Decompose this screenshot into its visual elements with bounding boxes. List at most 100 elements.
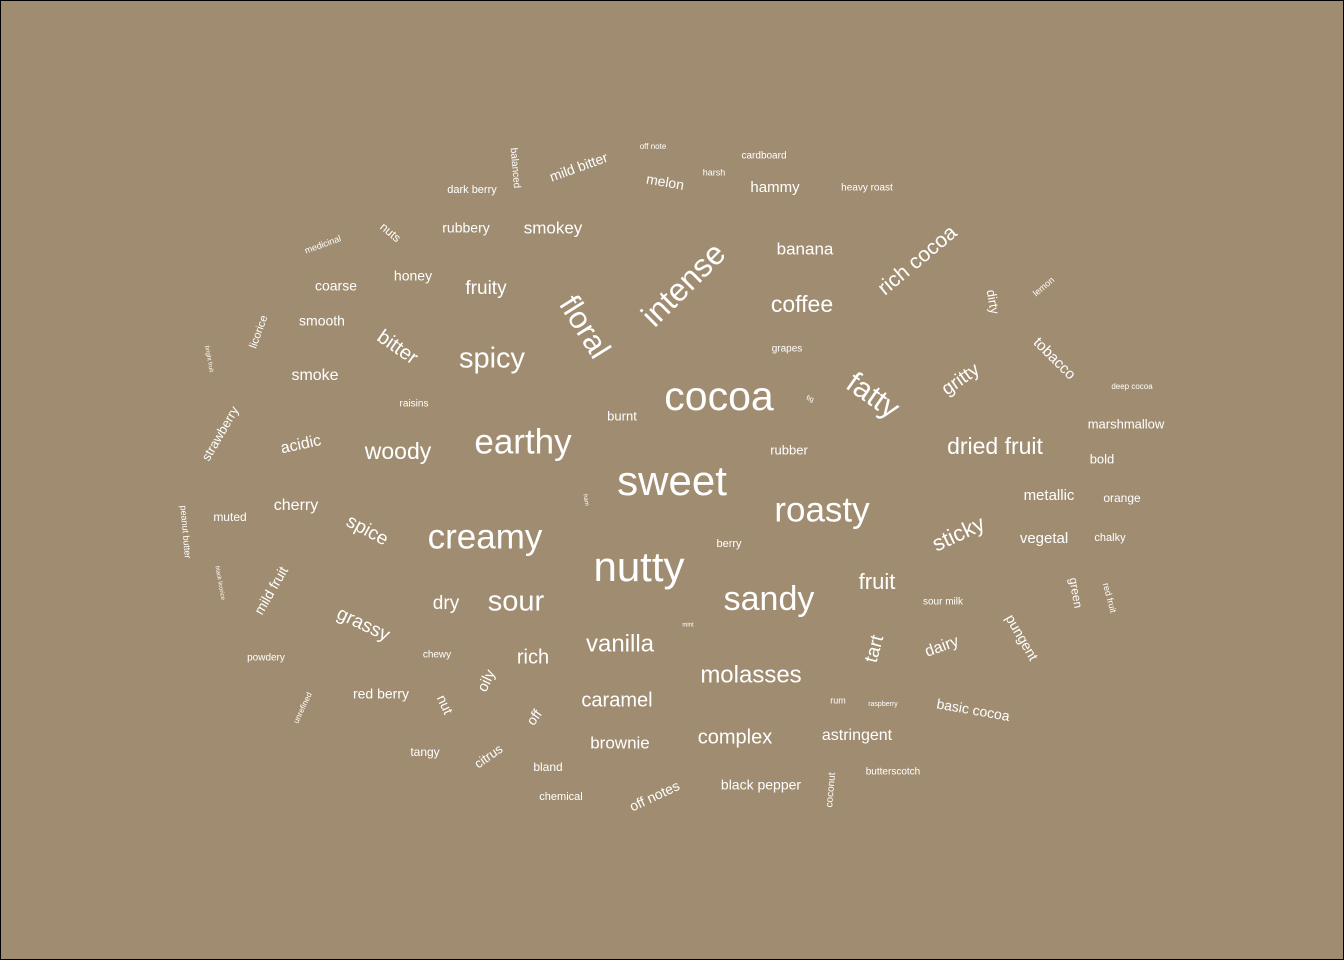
word-spice: spice — [343, 511, 392, 550]
word-oily: oily — [474, 667, 499, 695]
word-dark-berry: dark berry — [447, 184, 497, 196]
word-roasty: roasty — [774, 490, 870, 529]
word-creamy: creamy — [428, 517, 543, 556]
word-smoke: smoke — [291, 367, 338, 384]
word-bland: bland — [533, 760, 562, 774]
word-bold: bold — [1090, 451, 1115, 466]
word-citrus: citrus — [471, 741, 505, 771]
word-cardboard: cardboard — [741, 151, 786, 162]
word-rum: rum — [830, 695, 846, 705]
word-coffee: coffee — [771, 291, 833, 317]
word-peanut-butter: peanut butter — [178, 505, 193, 559]
word-mild-bitter: mild bitter — [547, 149, 610, 185]
word-black-pepper: black pepper — [721, 777, 802, 793]
word-black-licorice: black licorice — [213, 566, 225, 602]
word-vanilla: vanilla — [586, 630, 655, 657]
word-dairy: dairy — [923, 633, 961, 661]
word-nutty: nutty — [593, 543, 684, 590]
word-basic-cocoa: basic cocoa — [935, 695, 1011, 724]
word-off-notes: off notes — [627, 777, 682, 814]
word-green: green — [1066, 577, 1085, 610]
word-intense: intense — [634, 235, 732, 333]
word-acidic: acidic — [279, 432, 323, 457]
word-tangy: tangy — [410, 745, 439, 759]
word-powdery: powdery — [247, 653, 285, 664]
word-sticky: sticky — [928, 511, 988, 557]
word-bitter: bitter — [373, 326, 422, 370]
word-grassy: grassy — [333, 603, 393, 646]
word-complex: complex — [698, 726, 772, 748]
word-balanced: balanced — [508, 147, 522, 188]
word-deep-cocoa: deep cocoa — [1111, 382, 1153, 391]
word-ham: ham — [581, 494, 589, 507]
word-bright-fruit: bright fruit — [203, 345, 214, 373]
word-heavy-roast: heavy roast — [841, 183, 893, 194]
word-earthy: earthy — [474, 422, 572, 461]
word-muted: muted — [213, 510, 246, 524]
word-chemical: chemical — [539, 791, 582, 803]
word-molasses: molasses — [700, 661, 801, 688]
word-rubber: rubber — [770, 442, 808, 457]
word-nut: nut — [434, 692, 457, 717]
word-mild-fruit: mild fruit — [251, 563, 291, 617]
word-marshmallow: marshmallow — [1088, 416, 1165, 431]
word-coconut: coconut — [824, 772, 838, 808]
word-off: off — [523, 706, 545, 728]
word-chewy: chewy — [423, 650, 451, 661]
word-coarse: coarse — [315, 278, 357, 294]
word-spicy: spicy — [459, 343, 526, 375]
word-metallic: metallic — [1024, 487, 1075, 504]
word-caramel: caramel — [581, 689, 652, 711]
word-off-note: off note — [640, 142, 667, 151]
word-unrefined: unrefined — [292, 691, 314, 725]
word-raspberry: raspberry — [868, 701, 898, 708]
word-berry: berry — [716, 538, 742, 550]
word-vegetal: vegetal — [1020, 530, 1068, 547]
word-sour: sour — [488, 586, 545, 618]
word-tobacco: tobacco — [1030, 334, 1079, 383]
word-grapes: grapes — [772, 344, 803, 355]
word-raisins: raisins — [400, 399, 429, 410]
word-gritty: gritty — [938, 359, 984, 400]
word-astringent: astringent — [822, 727, 893, 744]
word-tart: tart — [861, 632, 889, 665]
word-rich: rich — [517, 646, 549, 668]
word-medicinal: medicinal — [303, 233, 342, 255]
word-smooth: smooth — [299, 313, 345, 329]
word-sweet: sweet — [617, 457, 727, 504]
word-orange: orange — [1103, 491, 1141, 505]
word-smokey: smokey — [524, 218, 583, 237]
word-burnt: burnt — [607, 408, 637, 423]
word-chalky: chalky — [1094, 532, 1126, 544]
word-red-berry: red berry — [353, 686, 409, 702]
word-dried-fruit: dried fruit — [947, 433, 1043, 459]
word-fatty: fatty — [840, 366, 905, 426]
word-rich-cocoa: rich cocoa — [873, 220, 961, 299]
word-dry: dry — [433, 593, 460, 614]
word-fig: fig — [805, 395, 814, 404]
word-cherry: cherry — [274, 497, 318, 514]
word-hammy: hammy — [750, 179, 800, 196]
word-sour-milk: sour milk — [923, 597, 964, 608]
word-butterscotch: butterscotch — [866, 767, 920, 778]
word-pungent: pungent — [1003, 611, 1042, 663]
word-fruity: fruity — [465, 278, 507, 299]
word-nuts: nuts — [377, 220, 403, 245]
word-woody: woody — [364, 438, 432, 464]
word-honey: honey — [394, 268, 432, 284]
word-sandy: sandy — [724, 580, 815, 618]
word-strawberry: strawberry — [198, 403, 242, 463]
word-floral: floral — [552, 289, 617, 365]
word-harsh: harsh — [703, 167, 726, 177]
word-rubbery: rubbery — [442, 220, 489, 236]
word-banana: banana — [777, 239, 834, 258]
word-mint: mint — [682, 623, 694, 629]
word-cocoa: cocoa — [664, 373, 774, 419]
word-dirty: dirty — [984, 288, 1003, 315]
word-fruit: fruit — [859, 569, 896, 594]
word-lemon: lemon — [1031, 275, 1056, 298]
word-melon: melon — [645, 171, 685, 193]
word-licorice: licorice — [247, 314, 270, 350]
